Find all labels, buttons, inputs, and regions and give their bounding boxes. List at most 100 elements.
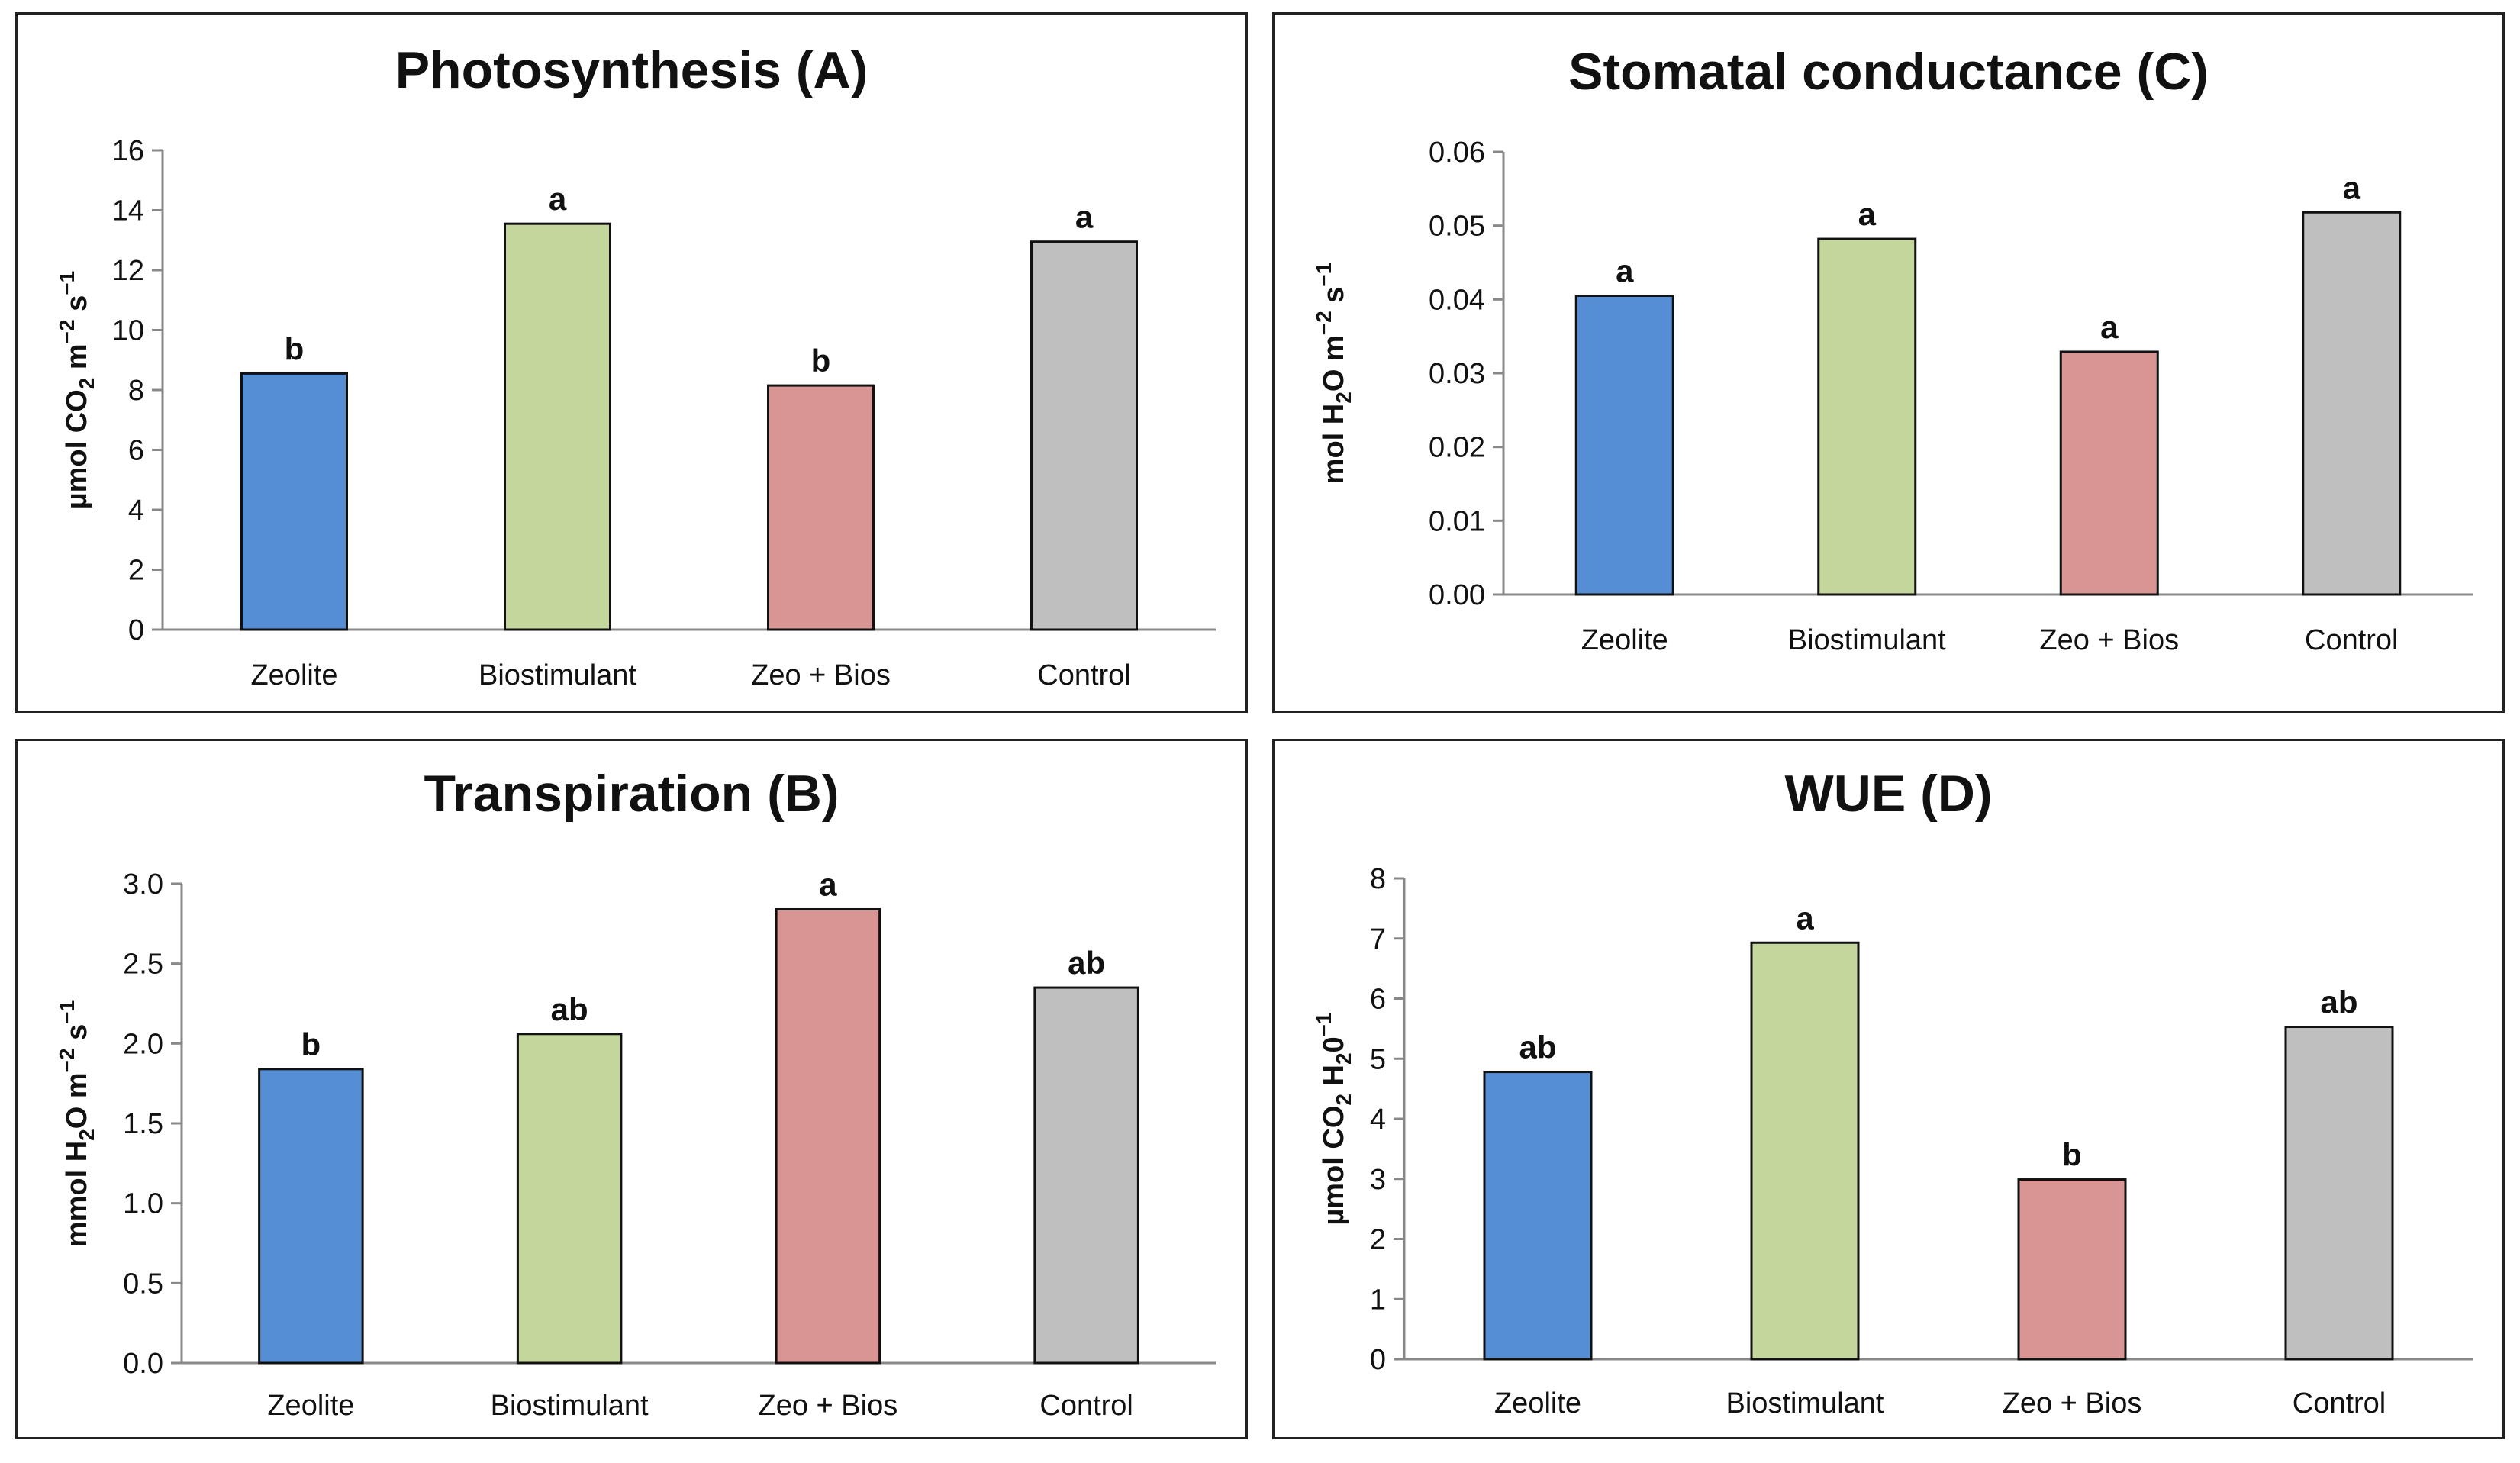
x-tick-label-zeolite: Zeolite (1494, 1387, 1581, 1419)
bar-zeo-bios (767, 384, 875, 631)
y-tick-label: 0.01 (1429, 505, 1485, 537)
significance-label-zeo-bios: a (819, 866, 837, 902)
y-axis-label: µmol CO2 H20−1 (1312, 1012, 1355, 1225)
x-tick-label-biostimulant: Biostimulant (491, 1390, 649, 1422)
significance-label-zeo-bios: b (811, 343, 831, 379)
y-tick-label: 0 (1370, 1344, 1386, 1376)
significance-label-control: a (1075, 199, 1094, 235)
x-tick-label-zeolite: Zeolite (250, 659, 337, 691)
panel-photosynthesis: Photosynthesis (A) µmol CO2 m−2 s−1 0 2 4 6 8 1… (15, 12, 1248, 713)
x-tick-label-control: Control (2305, 624, 2399, 656)
y-axis-label-part: 2 (1332, 1094, 1355, 1106)
bar-zeolite (1483, 1071, 1593, 1361)
bar-zeolite (1574, 295, 1674, 596)
significance-label-zeolite: ab (1519, 1030, 1556, 1065)
y-axis-label-part: s (61, 295, 93, 320)
y-tick-label: 1 (1370, 1284, 1386, 1316)
significance-label-zeolite: b (285, 330, 305, 366)
x-tick-label-zeo-bios: Zeo + Bios (759, 1390, 898, 1422)
bar-zeo-bios (775, 907, 881, 1365)
y-tick-label: 8 (128, 375, 144, 407)
y-tick-label: 16 (112, 135, 144, 167)
significance-label-biostimulant: ab (551, 991, 588, 1027)
x-tick-label-zeo-bios: Zeo + Bios (2039, 624, 2179, 656)
significance-label-biostimulant: a (1858, 196, 1877, 232)
x-tick-label-biostimulant: Biostimulant (1788, 624, 1946, 656)
y-axis-label-part: s (1318, 287, 1350, 311)
bar-control (1033, 986, 1139, 1365)
chart-wue: WUE (D)µmol CO2 H20−1012345678abZeolitea… (1312, 765, 2473, 1419)
y-tick-label: 8 (1370, 863, 1386, 895)
y-axis-label-part: 2 (75, 1129, 98, 1141)
significance-label-zeolite: b (301, 1026, 321, 1062)
y-axis-label: mmol H2O m−2 s−1 (55, 1000, 98, 1247)
bar-biostimulant (504, 222, 611, 631)
significance-label-zeo-bios: b (2062, 1137, 2082, 1173)
y-axis-label-part: µmol CO (61, 389, 93, 509)
y-tick-label: 0.06 (1429, 137, 1485, 169)
panel-transpiration: Transpiration (B) mmol H2O m−2 s−1 0.0 0.5 1… (15, 739, 1248, 1439)
significance-label-zeo-bios: a (2100, 309, 2119, 345)
significance-label-biostimulant: a (1796, 900, 1814, 936)
panel-stomatal-conductance: Stomatal conductance (C) mol H2O m−2 s−1 0… (1272, 12, 2505, 713)
chart-title: WUE (D) (1785, 765, 1993, 823)
y-tick-label: 2.0 (123, 1028, 163, 1060)
y-axis-label: µmol CO2 m−2 s−1 (55, 271, 98, 510)
x-tick-label-control: Control (2293, 1387, 2386, 1419)
y-axis-label-part: 2 (75, 378, 98, 390)
y-tick-label: 0.04 (1429, 284, 1485, 316)
y-axis-label-part: −1 (1312, 263, 1336, 287)
bar-zeo-bios (2059, 350, 2159, 596)
bar-control (2302, 211, 2402, 596)
y-tick-label: 0.5 (123, 1268, 163, 1300)
y-axis-label-part: −1 (1312, 1012, 1336, 1036)
y-tick-label: 5 (1370, 1043, 1386, 1075)
y-tick-label: 12 (112, 255, 144, 287)
y-axis-label-part: O m (1318, 335, 1350, 392)
y-tick-label: 10 (112, 315, 144, 347)
y-tick-label: 1.0 (123, 1188, 163, 1220)
x-tick-label-zeo-bios: Zeo + Bios (751, 659, 891, 691)
significance-label-biostimulant: a (549, 181, 567, 217)
chart-title: Photosynthesis (A) (395, 41, 868, 99)
x-tick-label-control: Control (1039, 1390, 1133, 1422)
y-tick-label: 7 (1370, 923, 1386, 955)
x-tick-label-control: Control (1037, 659, 1131, 691)
bar-zeo-bios (2017, 1178, 2127, 1361)
y-axis-label-part: 0 (1318, 1036, 1350, 1052)
y-tick-label: 0.05 (1429, 211, 1485, 243)
significance-label-control: ab (1068, 945, 1105, 981)
bar-biostimulant (1817, 237, 1917, 596)
x-tick-label-zeolite: Zeolite (1581, 624, 1668, 656)
bar-biostimulant (516, 1033, 623, 1365)
y-axis-label-part: 2 (1332, 392, 1355, 404)
y-tick-label: 3 (1370, 1164, 1386, 1196)
y-tick-label: 4 (1370, 1104, 1386, 1136)
y-tick-label: 2.5 (123, 949, 163, 981)
chart-stomatal-conductance: Stomatal conductance (C) mol H2O m−2 s−1 0… (1312, 43, 2473, 656)
y-tick-label: 0 (128, 614, 144, 646)
bar-control (2284, 1026, 2394, 1361)
y-axis-label: mol H2O m−2 s−1 (1312, 263, 1355, 485)
y-axis-label-part: −2 (55, 319, 79, 343)
chart-transpiration: Transpiration (B) mmol H2O m−2 s−1 0.0 0.5 1… (55, 765, 1216, 1422)
y-axis-label-part: −1 (55, 271, 79, 295)
y-tick-label: 6 (1370, 984, 1386, 1016)
y-tick-label: 4 (128, 495, 144, 527)
y-tick-label: 0.0 (123, 1348, 163, 1380)
y-axis-label-part: 2 (1332, 1052, 1355, 1065)
panel-wue: WUE (D) µmol CO2 H20−1 0 1 2 3 4 5 6 7 8 ab Zeolite a… (1272, 739, 2505, 1439)
bar-zeolite (258, 1068, 364, 1365)
y-axis-label-part: s (61, 1024, 93, 1049)
y-axis-label-part: −1 (55, 1000, 79, 1024)
y-axis-label-part: O m (61, 1072, 93, 1129)
y-axis-label-part: m (61, 343, 93, 377)
y-axis-label-part: mmol H (61, 1141, 93, 1247)
significance-label-control: a (2343, 169, 2361, 205)
chart-title: Stomatal conductance (C) (1568, 43, 2209, 101)
significance-label-control: ab (2320, 984, 2357, 1020)
x-tick-label-zeolite: Zeolite (267, 1390, 354, 1422)
y-axis-label-part: −2 (1312, 311, 1336, 335)
bar-zeolite (240, 372, 348, 631)
y-tick-label: 0.00 (1429, 579, 1485, 611)
